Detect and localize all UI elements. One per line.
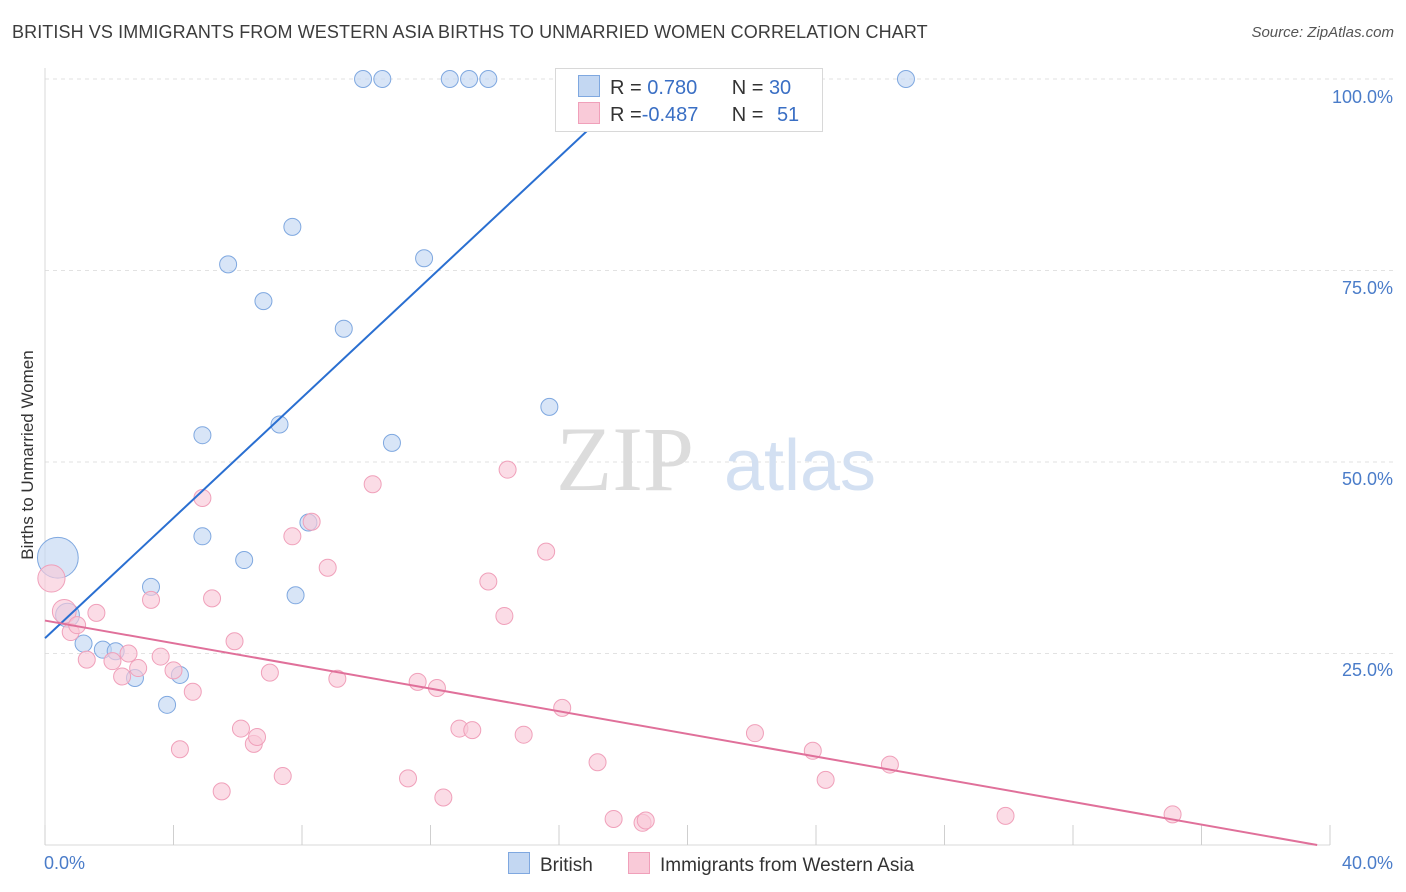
- legend-n-value: 51: [776, 104, 800, 126]
- legend-row-british: R = 0.780 N = 30: [578, 75, 791, 100]
- immigrants-point: [399, 769, 418, 788]
- immigrants-legend-swatch: [628, 852, 650, 874]
- immigrants-point: [103, 652, 122, 671]
- watermark: ZIP atlas: [556, 408, 876, 510]
- british-point: [373, 70, 392, 88]
- immigrants-point: [434, 788, 453, 807]
- immigrants-point: [302, 512, 321, 531]
- immigrants-point: [318, 558, 337, 577]
- immigrants-point: [283, 527, 302, 546]
- immigrants-legend-label: Immigrants from Western Asia: [660, 855, 915, 876]
- british-point: [896, 70, 915, 88]
- immigrants-point: [212, 782, 231, 801]
- immigrants-point: [142, 590, 161, 609]
- immigrants-point: [498, 460, 517, 479]
- immigrants-point: [170, 740, 189, 759]
- british-point: [286, 586, 305, 605]
- immigrants-swatch: [578, 102, 600, 124]
- british-point: [479, 70, 498, 88]
- legend-n-value: 30: [768, 77, 792, 99]
- immigrants-point: [537, 542, 556, 561]
- y-tick-label: 50.0%: [1342, 469, 1393, 489]
- immigrants-point: [113, 667, 132, 686]
- british-point: [540, 397, 559, 416]
- british-point: [193, 426, 212, 445]
- immigrants-point: [203, 589, 222, 608]
- british-point: [219, 255, 238, 274]
- legend-n-label: N =: [731, 77, 764, 99]
- axes: [44, 68, 1331, 846]
- immigrants-point: [816, 770, 835, 789]
- legend-r-value: 0.780: [641, 77, 698, 99]
- british-legend-swatch: [508, 852, 530, 874]
- immigrants-point: [87, 603, 106, 622]
- british-point: [158, 695, 177, 714]
- immigrants-point: [636, 811, 655, 830]
- british-point: [460, 70, 479, 88]
- immigrants-point: [363, 475, 382, 494]
- bottom-legend-british[interactable]: British: [508, 852, 593, 877]
- immigrants-point: [77, 650, 96, 669]
- legend-r-label: R =: [610, 104, 642, 126]
- immigrants-point: [514, 725, 533, 744]
- immigrants-point: [273, 767, 292, 786]
- immigrants-point: [164, 661, 183, 680]
- immigrants-point: [119, 644, 138, 663]
- bottom-legend-immigrants[interactable]: Immigrants from Western Asia: [628, 852, 914, 877]
- data-points: [36, 70, 1182, 832]
- immigrants-point: [588, 753, 607, 772]
- british-point: [334, 319, 353, 338]
- immigrants-point: [463, 721, 482, 740]
- immigrants-point: [745, 724, 764, 743]
- watermark-atlas: atlas: [724, 426, 876, 506]
- immigrants-point: [495, 606, 514, 625]
- x-tick-label: 40.0%: [1342, 853, 1393, 873]
- immigrants-point: [328, 669, 347, 688]
- tick-labels: 100.0% 75.0% 50.0% 25.0% 0.0% 40.0%: [44, 87, 1393, 873]
- correlation-legend: R = 0.780 N = 30 R =-0.487 N = 51: [555, 68, 823, 132]
- legend-row-immigrants: R =-0.487 N = 51: [578, 102, 799, 127]
- x-tick-label: 0.0%: [44, 853, 85, 873]
- immigrants-point: [37, 564, 66, 593]
- legend-r-label: R =: [610, 77, 642, 99]
- y-tick-label: 25.0%: [1342, 660, 1393, 680]
- british-point: [354, 70, 373, 88]
- watermark-zip: ZIP: [556, 408, 694, 510]
- legend-n-label: N =: [731, 104, 764, 126]
- british-swatch: [578, 75, 600, 97]
- y-tick-label: 100.0%: [1332, 87, 1393, 107]
- british-point: [193, 527, 212, 546]
- british-trend-line: [44, 78, 644, 639]
- immigrants-point: [225, 632, 244, 651]
- british-legend-label: British: [540, 855, 593, 876]
- british-point: [235, 551, 254, 570]
- immigrants-trend-line: [44, 619, 1318, 846]
- immigrants-point: [183, 682, 202, 701]
- immigrants-point: [604, 809, 623, 828]
- immigrants-point: [129, 659, 148, 678]
- immigrants-point: [231, 719, 250, 738]
- british-point: [283, 217, 302, 236]
- source-label: Source: ZipAtlas.com: [1251, 24, 1394, 41]
- immigrants-point: [151, 647, 170, 666]
- y-tick-label: 75.0%: [1342, 278, 1393, 298]
- british-point: [254, 292, 273, 311]
- british-point: [270, 415, 289, 434]
- british-point: [440, 70, 459, 88]
- trend-lines: [44, 78, 1318, 846]
- chart-title: BRITISH VS IMMIGRANTS FROM WESTERN ASIA …: [12, 22, 928, 42]
- british-point: [382, 433, 401, 452]
- immigrants-point: [479, 572, 498, 591]
- british-point: [415, 249, 434, 268]
- legend-r-value: -0.487: [641, 104, 699, 126]
- immigrants-point: [996, 806, 1015, 825]
- immigrants-point: [248, 727, 267, 746]
- immigrants-point: [260, 663, 279, 682]
